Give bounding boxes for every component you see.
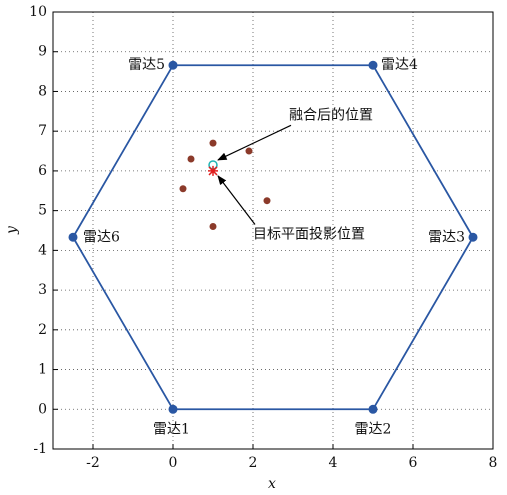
point bbox=[263, 197, 271, 205]
x-tick-label: 0 bbox=[169, 455, 178, 471]
point bbox=[468, 232, 478, 242]
point bbox=[245, 147, 253, 155]
y-tick-label: 10 bbox=[29, 4, 47, 20]
point-label: 雷达3 bbox=[428, 229, 465, 245]
y-tick-label: 7 bbox=[38, 123, 47, 139]
y-tick-label: 4 bbox=[38, 242, 47, 258]
plot-frame bbox=[52, 11, 494, 450]
y-tick-label: 9 bbox=[38, 44, 47, 60]
point bbox=[208, 165, 218, 176]
point bbox=[209, 223, 217, 231]
y-tick-label: 0 bbox=[38, 401, 47, 417]
x-tick-label: 4 bbox=[329, 455, 338, 471]
point bbox=[68, 232, 78, 242]
y-tick-label: 8 bbox=[38, 83, 47, 99]
point bbox=[168, 404, 178, 414]
annotation: 目标平面投影位置 bbox=[253, 226, 365, 242]
point-label: 雷达4 bbox=[381, 57, 418, 73]
point-label: 雷达6 bbox=[83, 229, 120, 245]
annotation-arrow bbox=[217, 124, 292, 161]
y-tick-label: 2 bbox=[38, 322, 47, 338]
y-tick-label: 5 bbox=[38, 203, 47, 219]
x-tick-label: 8 bbox=[489, 455, 498, 471]
point bbox=[209, 139, 217, 147]
y-tick-label: -1 bbox=[33, 441, 47, 457]
point-label: 雷达2 bbox=[355, 421, 392, 437]
x-tick-label: 2 bbox=[249, 455, 258, 471]
point bbox=[179, 185, 187, 193]
y-axis-label: y bbox=[4, 225, 20, 235]
point-label: 雷达1 bbox=[153, 421, 190, 437]
point-label: 雷达5 bbox=[128, 57, 165, 73]
x-axis-label: x bbox=[268, 476, 276, 492]
y-tick-label: 1 bbox=[38, 362, 47, 378]
point bbox=[368, 60, 378, 70]
y-tick-label: 3 bbox=[38, 282, 47, 298]
point bbox=[168, 60, 178, 70]
x-tick-label: 6 bbox=[409, 455, 418, 471]
y-tick-label: 6 bbox=[38, 163, 47, 179]
point bbox=[187, 155, 195, 163]
annotation-arrow bbox=[217, 175, 256, 225]
x-tick-label: -2 bbox=[86, 455, 100, 471]
point bbox=[368, 404, 378, 414]
annotation: 融合后的位置 bbox=[289, 107, 373, 123]
